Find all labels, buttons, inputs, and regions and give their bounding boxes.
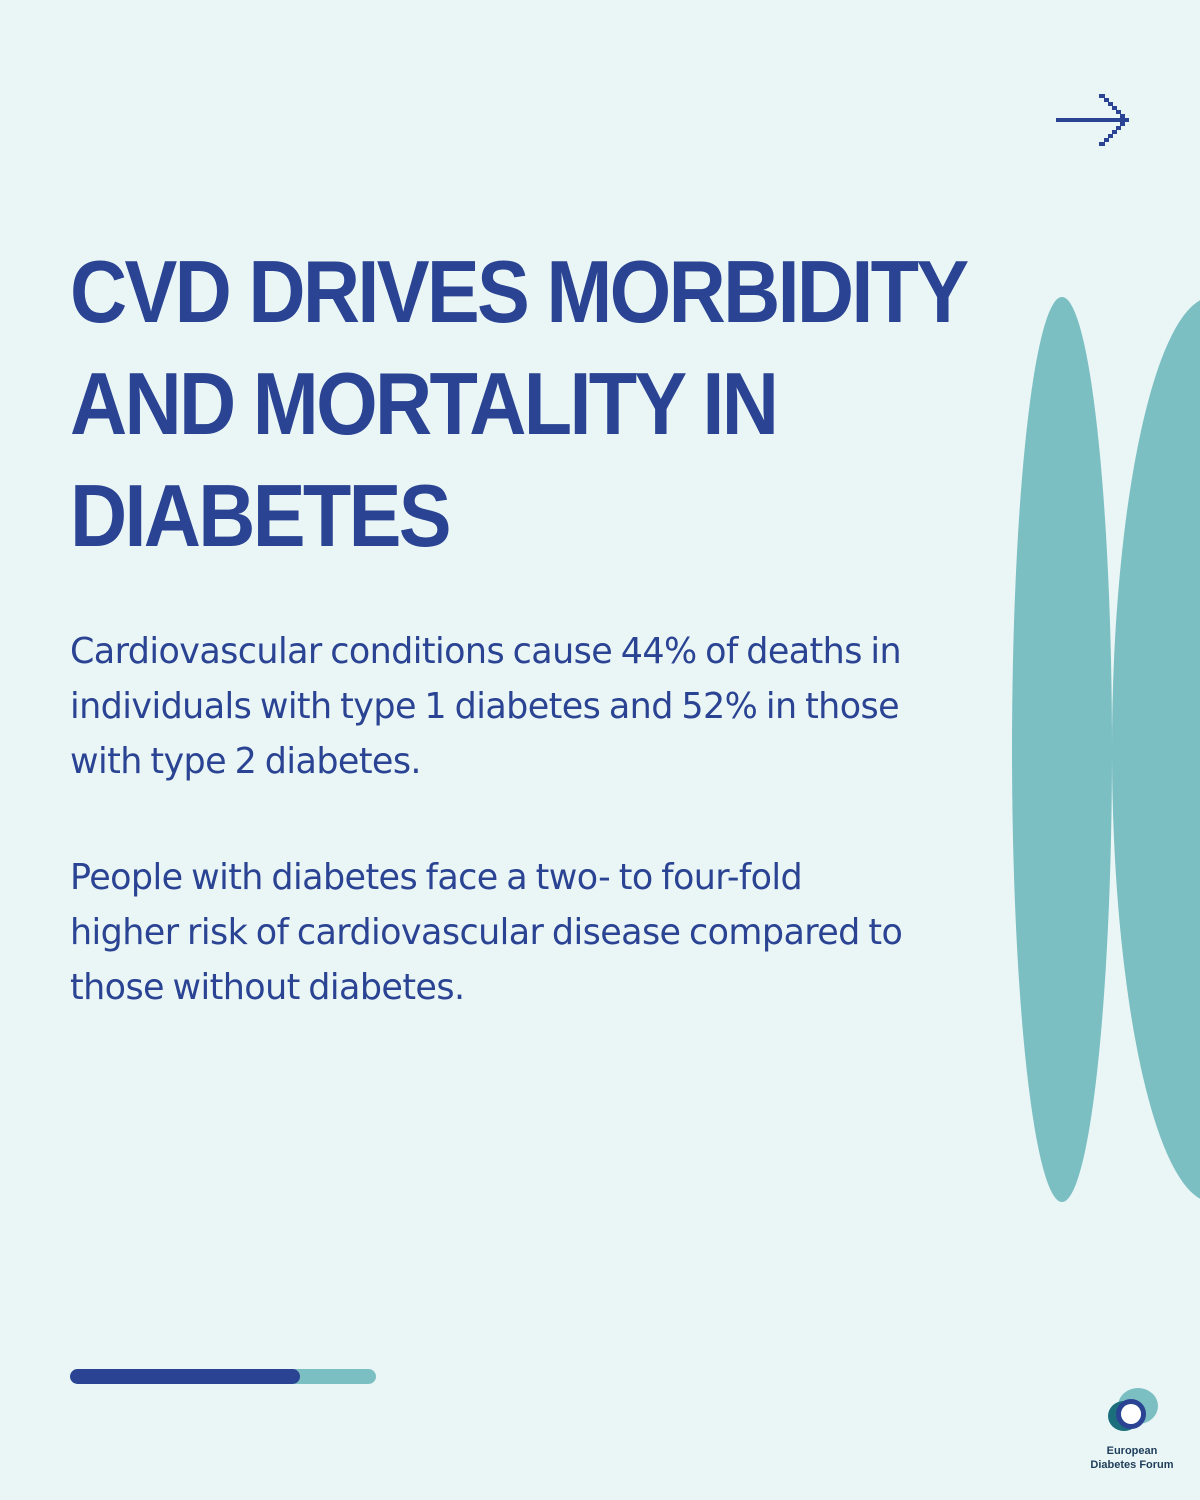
paragraph-1-line-2: individuals with type 1 diabetes and 52%…: [70, 686, 900, 727]
page-title: CVD DRIVES MORBIDITY AND MORTALITY IN DI…: [70, 236, 970, 572]
decorative-oval-right: [1112, 297, 1200, 1202]
title-line-2: AND MORTALITY IN: [70, 354, 779, 453]
paragraph-2-line-3: those without diabetes.: [70, 967, 465, 1008]
paragraph-1-line-3: with type 2 diabetes.: [70, 741, 422, 782]
ring-logo-icon: [1108, 1388, 1158, 1431]
logo-wordmark: European Diabetes Forum: [1076, 1444, 1188, 1472]
logo-line-2: Diabetes Forum: [1090, 1459, 1174, 1471]
next-slide-button[interactable]: [1052, 92, 1132, 148]
paragraph-2-line-2: higher risk of cardiovascular disease co…: [70, 912, 903, 953]
carousel-progress-bar: [70, 1369, 376, 1384]
paragraph-2-line-1: People with diabetes face a two- to four…: [70, 857, 803, 898]
risk-paragraph: People with diabetes face a two- to four…: [70, 850, 1050, 1015]
arrow-right-icon: [1056, 94, 1129, 146]
statistics-paragraph: Cardiovascular conditions cause 44% of d…: [70, 624, 1050, 789]
title-line-1: CVD DRIVES MORBIDITY: [70, 242, 969, 341]
decorative-oval-left: [1012, 297, 1112, 1202]
logo-line-1: European: [1106, 1445, 1158, 1457]
carousel-progress-fill: [70, 1369, 300, 1384]
paragraph-1-line-1: Cardiovascular conditions cause 44% of d…: [70, 631, 902, 672]
european-diabetes-forum-logo: European Diabetes Forum: [1076, 1376, 1188, 1488]
title-line-3: DIABETES: [70, 466, 452, 565]
